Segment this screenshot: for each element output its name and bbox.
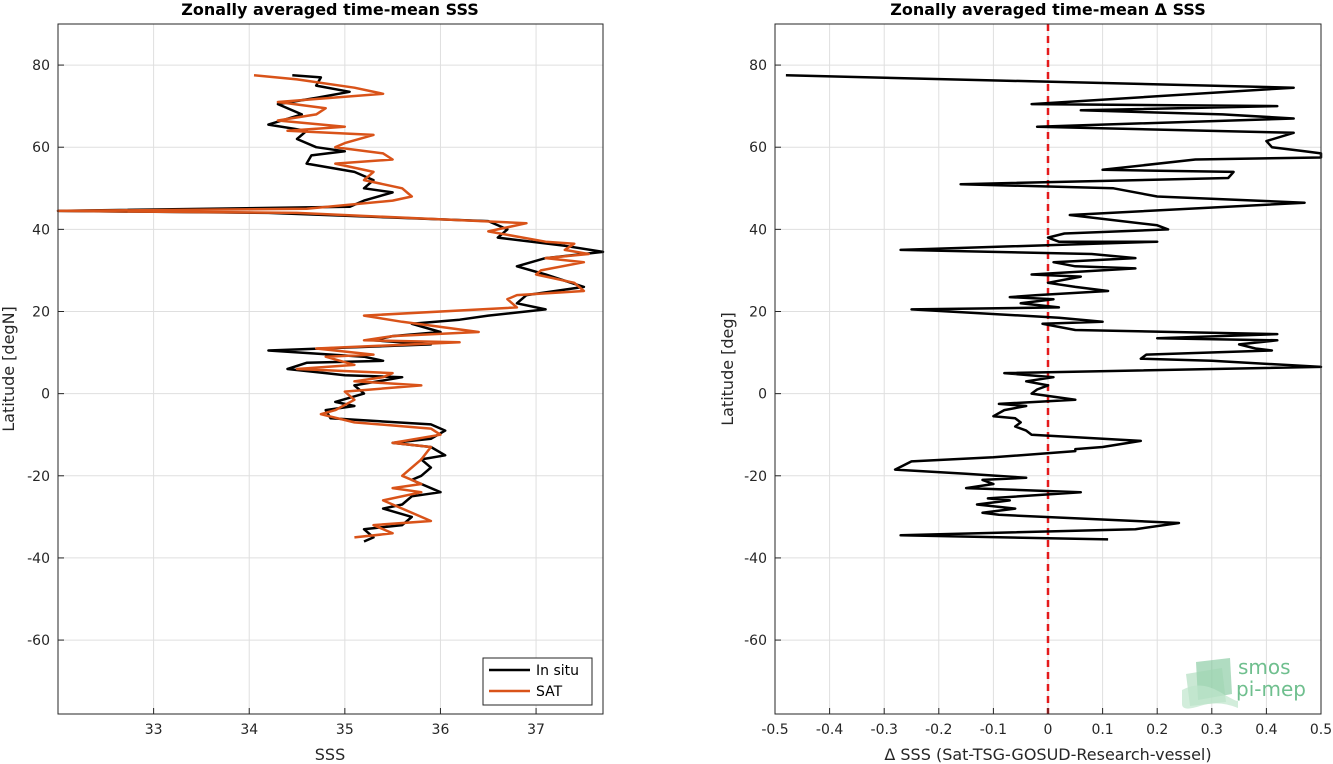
left-xtick-label: 34 <box>240 722 258 738</box>
left-ticks: 33 34 35 36 37 80 60 40 20 0 -20 -40 -60 <box>27 58 545 738</box>
left-ytick-label: -40 <box>27 551 50 567</box>
left-ytick-label: 0 <box>41 387 50 403</box>
smos-pi-mep-logo: smos pi-mep <box>1182 655 1306 709</box>
right-xtick-label: -0.1 <box>980 722 1007 738</box>
left-ylabel: Latitude [degN] <box>0 306 18 432</box>
right-panel: -0.5 -0.4 -0.3 -0.2 -0.1 0 0.1 0.2 0.3 0.4 0.5 80 60… <box>718 0 1332 764</box>
right-xtick-label: 0 <box>1044 722 1053 738</box>
left-xtick-label: 35 <box>336 722 354 738</box>
right-ytick-label: 20 <box>749 305 767 321</box>
right-ytick-label: 60 <box>749 140 767 156</box>
right-ytick-label: 0 <box>758 387 767 403</box>
right-ylabel: Latitude [deg] <box>718 312 737 426</box>
logo-waves-icon <box>1182 658 1239 709</box>
right-xtick-label: 0.2 <box>1146 722 1168 738</box>
left-ytick-label: -20 <box>27 469 50 485</box>
left-ytick-label: -60 <box>27 633 50 649</box>
logo-text-smos: smos <box>1238 655 1291 679</box>
left-ytick-label: 80 <box>32 58 50 74</box>
legend: In situ SAT <box>482 657 593 706</box>
left-title: Zonally averaged time-mean SSS <box>181 0 479 19</box>
left-series-group <box>56 74 605 543</box>
left-ytick-label: 60 <box>32 140 50 156</box>
right-ytick-label: 40 <box>749 222 767 238</box>
right-xtick-label: -0.3 <box>871 722 898 738</box>
logo-text-pi-mep: pi-mep <box>1236 677 1306 701</box>
right-ytick-label: -40 <box>744 551 767 567</box>
left-series-line-in-situ <box>56 74 605 543</box>
right-ytick-label: 80 <box>749 58 767 74</box>
left-xtick-label: 37 <box>527 722 545 738</box>
left-xtick-label: 33 <box>145 722 163 738</box>
right-series-group <box>785 74 1323 541</box>
right-xtick-label: -0.5 <box>761 722 788 738</box>
right-ytick-label: -20 <box>744 469 767 485</box>
right-xtick-label: 0.4 <box>1255 722 1277 738</box>
legend-label-sat: SAT <box>536 684 563 700</box>
legend-label-in-situ: In situ <box>536 663 579 679</box>
right-xtick-label: -0.4 <box>816 722 843 738</box>
left-panel: 33 34 35 36 37 80 60 40 20 0 -20 -40 -60 Zonally ave… <box>0 0 605 764</box>
left-xtick-label: 36 <box>432 722 450 738</box>
right-xtick-label: 0.1 <box>1091 722 1113 738</box>
left-ytick-label: 20 <box>32 305 50 321</box>
legend-box <box>482 657 593 706</box>
right-series-line-series-0 <box>785 74 1323 541</box>
left-xlabel: SSS <box>315 745 345 764</box>
left-ytick-label: 40 <box>32 222 50 238</box>
right-xtick-label: 0.3 <box>1201 722 1223 738</box>
right-ytick-label: -60 <box>744 633 767 649</box>
left-grid <box>58 24 603 714</box>
right-xtick-label: 0.5 <box>1310 722 1332 738</box>
right-xlabel: Δ SSS (Sat-TSG-GOSUD-Research-vessel) <box>884 745 1211 764</box>
left-axes-box <box>57 23 604 715</box>
right-title: Zonally averaged time-mean Δ SSS <box>890 0 1206 19</box>
left-series-line-sat <box>56 74 590 539</box>
right-ticks: -0.5 -0.4 -0.3 -0.2 -0.1 0 0.1 0.2 0.3 0.4 0.5 80 60… <box>744 58 1332 738</box>
right-xtick-label: -0.2 <box>925 722 952 738</box>
